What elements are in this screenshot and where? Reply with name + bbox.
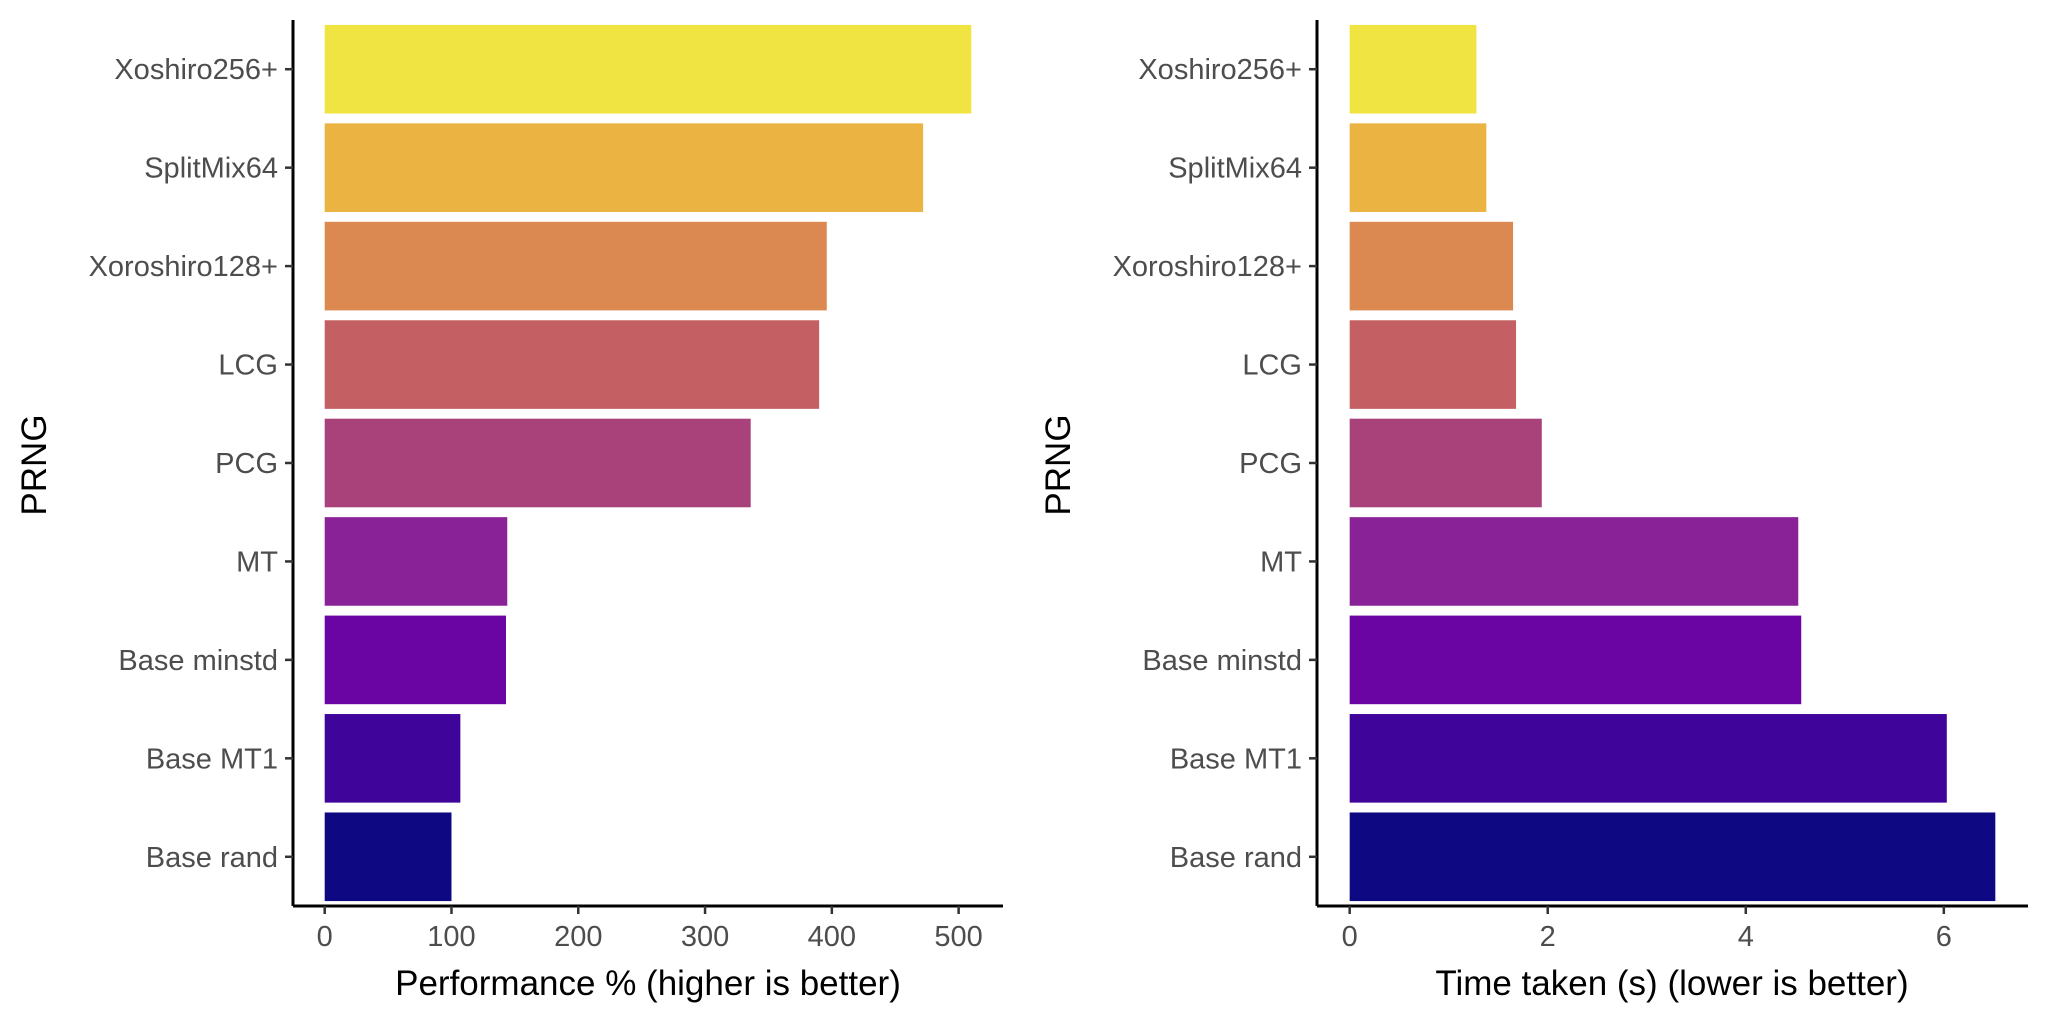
time-taken-x-axis-title: Time taken (s) (lower is better) <box>1435 964 1908 1003</box>
time-taken-bar-xoshiro256 <box>1349 24 1477 114</box>
performance-y-tick-label: Base MT1 <box>146 743 278 775</box>
time-taken-y-tick-label: LCG <box>1242 350 1302 382</box>
time-taken-y-tick-label: Xoshiro256+ <box>1138 54 1302 86</box>
time-taken-x-tick-label: 2 <box>1540 921 1556 953</box>
time-taken-x-tick-label: 0 <box>1342 921 1358 953</box>
time-taken-bar-base-rand <box>1349 812 1996 902</box>
performance-x-tick-label: 0 <box>317 921 333 953</box>
performance-y-ticks: Xoshiro256+ SplitMix64 Xoroshiro128+ LCG PCG… <box>89 54 293 874</box>
time-taken-x-tick-label: 4 <box>1738 921 1754 953</box>
performance-bar-base-mt1 <box>324 714 461 803</box>
performance-bar-base-rand <box>324 812 452 902</box>
time-taken-x-tick-label: 6 <box>1936 921 1952 953</box>
performance-y-axis-title: PRNG <box>15 414 54 515</box>
time-taken-bar-xoroshiro128 <box>1349 221 1514 311</box>
performance-bar-xoroshiro128 <box>324 221 827 311</box>
time-taken-bar-mt <box>1349 517 1799 606</box>
time-taken-bar-base-mt1 <box>1349 714 1947 803</box>
performance-x-ticks: 0 100 200 300 400 500 <box>317 906 983 953</box>
performance-bar-mt <box>324 517 508 606</box>
time-taken-y-tick-label: MT <box>1260 546 1302 578</box>
time-taken-y-tick-label: Base rand <box>1170 842 1302 874</box>
performance-x-axis-title: Performance % (higher is better) <box>395 964 901 1003</box>
performance-x-tick-label: 500 <box>934 921 982 953</box>
performance-y-tick-label: SplitMix64 <box>144 153 278 185</box>
time-taken-bar-splitmix64 <box>1349 123 1487 212</box>
time-taken-bars <box>1349 24 1996 902</box>
time-taken-y-tick-label: Xoroshiro128+ <box>1113 251 1302 283</box>
performance-y-tick-label: Base rand <box>146 842 278 874</box>
time-taken-bar-lcg <box>1349 320 1517 409</box>
time-taken-y-tick-label: SplitMix64 <box>1168 153 1302 185</box>
time-taken-y-tick-label: Base minstd <box>1142 645 1302 677</box>
performance-y-tick-label: PCG <box>215 448 278 480</box>
performance-y-tick-label: Xoshiro256+ <box>114 54 278 86</box>
time-taken-bar-pcg <box>1349 418 1542 508</box>
performance-y-tick-label: Base minstd <box>118 645 278 677</box>
performance-x-tick-label: 200 <box>554 921 602 953</box>
time-taken-bar-base-minstd <box>1349 615 1802 705</box>
panel-performance: Xoshiro256+ SplitMix64 Xoroshiro128+ LCG PCG… <box>15 20 1003 1003</box>
time-taken-y-axis-title: PRNG <box>1039 414 1078 515</box>
performance-x-tick-label: 400 <box>808 921 856 953</box>
performance-bar-lcg <box>324 320 820 409</box>
panel-time-taken: Xoshiro256+ SplitMix64 Xoroshiro128+ LCG PCG… <box>1039 20 2028 1003</box>
performance-bars <box>324 24 972 902</box>
performance-bar-xoshiro256 <box>324 24 972 114</box>
performance-bar-pcg <box>324 418 751 508</box>
performance-bar-splitmix64 <box>324 123 924 212</box>
time-taken-y-ticks: Xoshiro256+ SplitMix64 Xoroshiro128+ LCG PCG… <box>1113 54 1317 874</box>
time-taken-x-ticks: 0 2 4 6 <box>1342 906 1952 953</box>
performance-x-tick-label: 100 <box>427 921 475 953</box>
performance-x-tick-label: 300 <box>681 921 729 953</box>
performance-y-tick-label: Xoroshiro128+ <box>89 251 278 283</box>
performance-y-tick-label: LCG <box>218 350 278 382</box>
performance-y-tick-label: MT <box>236 546 278 578</box>
time-taken-y-tick-label: PCG <box>1239 448 1302 480</box>
performance-bar-base-minstd <box>324 615 506 705</box>
time-taken-y-tick-label: Base MT1 <box>1170 743 1302 775</box>
